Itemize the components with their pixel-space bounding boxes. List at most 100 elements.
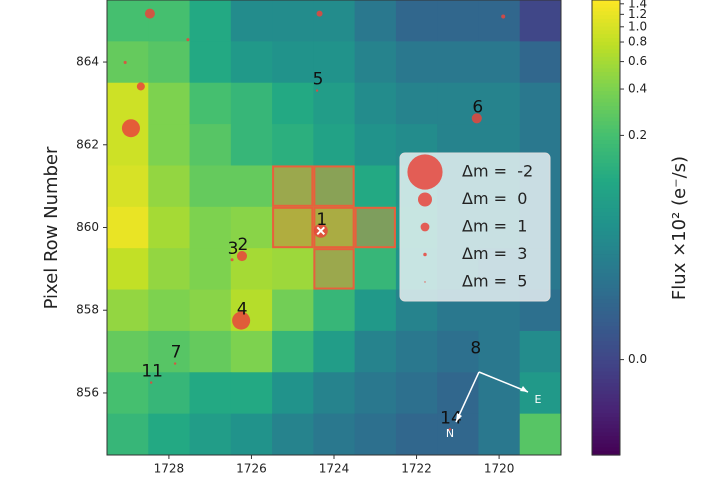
star-label: 6 [472, 97, 483, 117]
aperture-pixel [272, 206, 314, 249]
colorbar-strip [592, 261, 620, 267]
pixel-cell [395, 0, 438, 42]
pixel-cell [519, 0, 561, 42]
colorbar-strip [592, 37, 620, 43]
pixel-cell [313, 41, 356, 84]
colorbar-strip [592, 49, 620, 54]
colorbar-strip [592, 53, 620, 58]
colorbar-strip [592, 109, 620, 115]
colorbar-tick-label: 0.8 [628, 35, 647, 49]
colorbar-strip [592, 447, 620, 452]
pixel-cell [437, 0, 479, 42]
colorbar-strip [592, 106, 620, 111]
colorbar-strip [592, 94, 620, 100]
pixel-cell [189, 372, 232, 415]
pixel-cell [437, 41, 479, 84]
star-label: 11 [141, 362, 163, 382]
colorbar-strip [592, 443, 620, 449]
colorbar-strip [592, 189, 620, 194]
pixel-cell [148, 165, 191, 208]
colorbar-strip [592, 257, 620, 263]
colorbar-strip [592, 174, 620, 179]
pixel-cell [478, 413, 521, 455]
colorbar-strip [592, 360, 620, 365]
pixel-cell [189, 0, 232, 42]
colorbar-strip [592, 254, 620, 259]
pixel-cell [189, 330, 232, 373]
colorbar-strip [592, 140, 620, 145]
aperture-pixel [354, 206, 396, 249]
pixel-cell [107, 206, 149, 249]
colorbar-strip [592, 394, 620, 399]
colorbar-strip [592, 182, 620, 187]
pixel-cell [148, 41, 191, 84]
colorbar-strip [592, 132, 620, 138]
legend-marker [407, 154, 443, 190]
colorbar-strip [592, 235, 620, 240]
colorbar-strip [592, 208, 620, 213]
pixel-cell [519, 372, 561, 415]
pixel-cell [313, 413, 356, 455]
pixel-cell [354, 206, 397, 249]
pixel-cell [148, 0, 191, 42]
colorbar-strip [592, 68, 620, 73]
pixel-cell [354, 41, 397, 84]
pixel-cell [230, 41, 273, 84]
colorbar-strip [592, 166, 620, 172]
colorbar-strip [592, 60, 620, 66]
colorbar-strip [592, 102, 620, 107]
colorbar-strip [592, 197, 620, 202]
colorbar-strip [592, 18, 620, 24]
colorbar-tick-label: 0.4 [628, 82, 647, 96]
colorbar-tick-label: 0.6 [628, 54, 647, 68]
pixel-cell [478, 330, 521, 373]
pixel-cell [272, 330, 314, 373]
legend-marker [420, 222, 430, 232]
pixel-cell [107, 330, 149, 373]
star-marker [123, 60, 127, 64]
colorbar-strip [592, 231, 620, 236]
legend-marker [424, 281, 426, 283]
pixel-cell [313, 330, 356, 373]
aperture-pixel [313, 248, 355, 290]
y-axis-label: Pixel Row Number [41, 146, 62, 309]
legend-label: Δm = 0 [462, 189, 527, 208]
colorbar-strip [592, 276, 620, 282]
star-marker [236, 250, 248, 262]
y-tick-label: 862 [76, 137, 99, 151]
colorbar-strip [592, 382, 620, 388]
colorbar-strip [592, 204, 620, 210]
pixel-cell [148, 124, 191, 166]
colorbar-strip [592, 64, 620, 69]
colorbar-strip [592, 424, 620, 430]
star-marker [186, 38, 190, 42]
colorbar-strip [592, 170, 620, 176]
colorbar-strip [592, 322, 620, 327]
colorbar-strip [592, 409, 620, 414]
colorbar-strip [592, 307, 620, 312]
compass-east: E [535, 393, 542, 406]
colorbar-strip [592, 291, 620, 297]
aperture-pixel [313, 165, 355, 207]
colorbar-strip [592, 432, 620, 437]
colorbar-strip [592, 223, 620, 229]
pixel-cell [189, 206, 232, 249]
pixel-cell [230, 372, 273, 415]
pixel-cell [107, 248, 149, 291]
pixel-cell [395, 330, 438, 373]
star-marker [136, 82, 145, 91]
x-tick-label: 1720 [484, 462, 515, 476]
pixel-cell [189, 413, 232, 455]
pixel-cell [313, 82, 356, 125]
pixel-cell [519, 330, 561, 373]
colorbar-strip [592, 398, 620, 403]
y-tick-label: 856 [76, 385, 99, 399]
pixel-cell [107, 165, 149, 208]
pixel-cell [519, 413, 561, 455]
colorbar-strip [592, 367, 620, 373]
pixel-cell [148, 372, 191, 415]
colorbar-strip [592, 98, 620, 103]
star-marker [232, 311, 251, 330]
pixel-cell [519, 41, 561, 84]
